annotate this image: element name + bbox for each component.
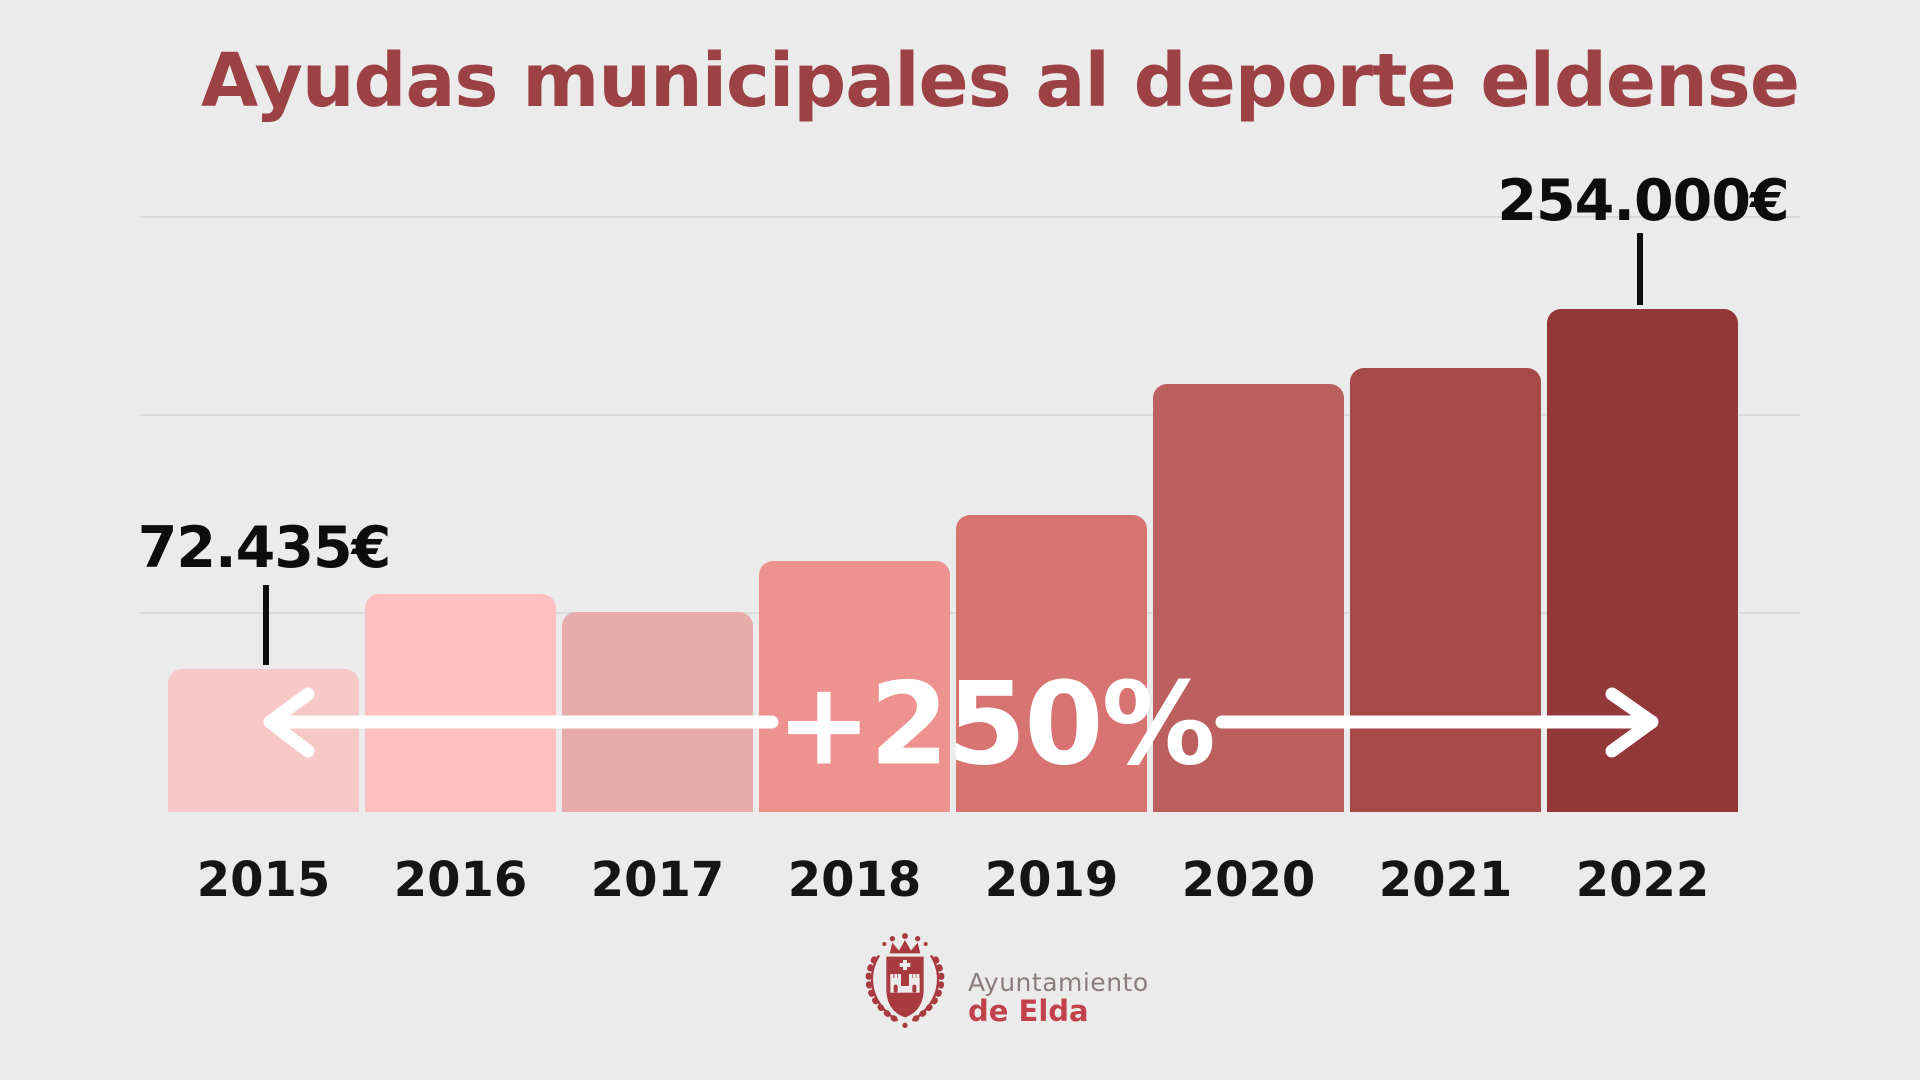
bar-2017 — [562, 612, 753, 812]
org-name-line2: de Elda — [968, 994, 1089, 1028]
bar-2020 — [1153, 384, 1344, 812]
bar-2021 — [1350, 368, 1541, 812]
growth-percentage-label: +250% — [776, 657, 1216, 791]
x-tick-2018: 2018 — [787, 852, 922, 908]
x-tick-2017: 2017 — [590, 852, 725, 908]
value-label-2022: 254.000€ — [1497, 168, 1789, 234]
x-tick-2015: 2015 — [196, 852, 331, 908]
gridline-200000 — [140, 414, 1800, 416]
gridline-300000 — [140, 216, 1800, 218]
chart-title: Ayudas municipales al deporte eldense — [200, 38, 1800, 124]
footer-logo-block: Ayuntamiento de Elda — [855, 924, 1255, 1054]
bar-2015 — [168, 669, 359, 812]
bar-2018 — [759, 561, 950, 812]
elda-coat-of-arms-icon — [865, 933, 945, 1028]
pointer-line-2022 — [1637, 233, 1643, 305]
org-name-line1: Ayuntamiento — [968, 968, 1149, 997]
x-tick-2016: 2016 — [393, 852, 528, 908]
x-tick-2021: 2021 — [1378, 852, 1513, 908]
pointer-line-2015 — [263, 585, 269, 665]
x-tick-2019: 2019 — [984, 852, 1119, 908]
bar-2019 — [956, 515, 1147, 812]
value-label-2015: 72.435€ — [137, 515, 392, 581]
x-tick-2022: 2022 — [1575, 852, 1710, 908]
bar-2016 — [365, 594, 556, 812]
bar-2022 — [1547, 309, 1738, 812]
x-tick-2020: 2020 — [1181, 852, 1316, 908]
